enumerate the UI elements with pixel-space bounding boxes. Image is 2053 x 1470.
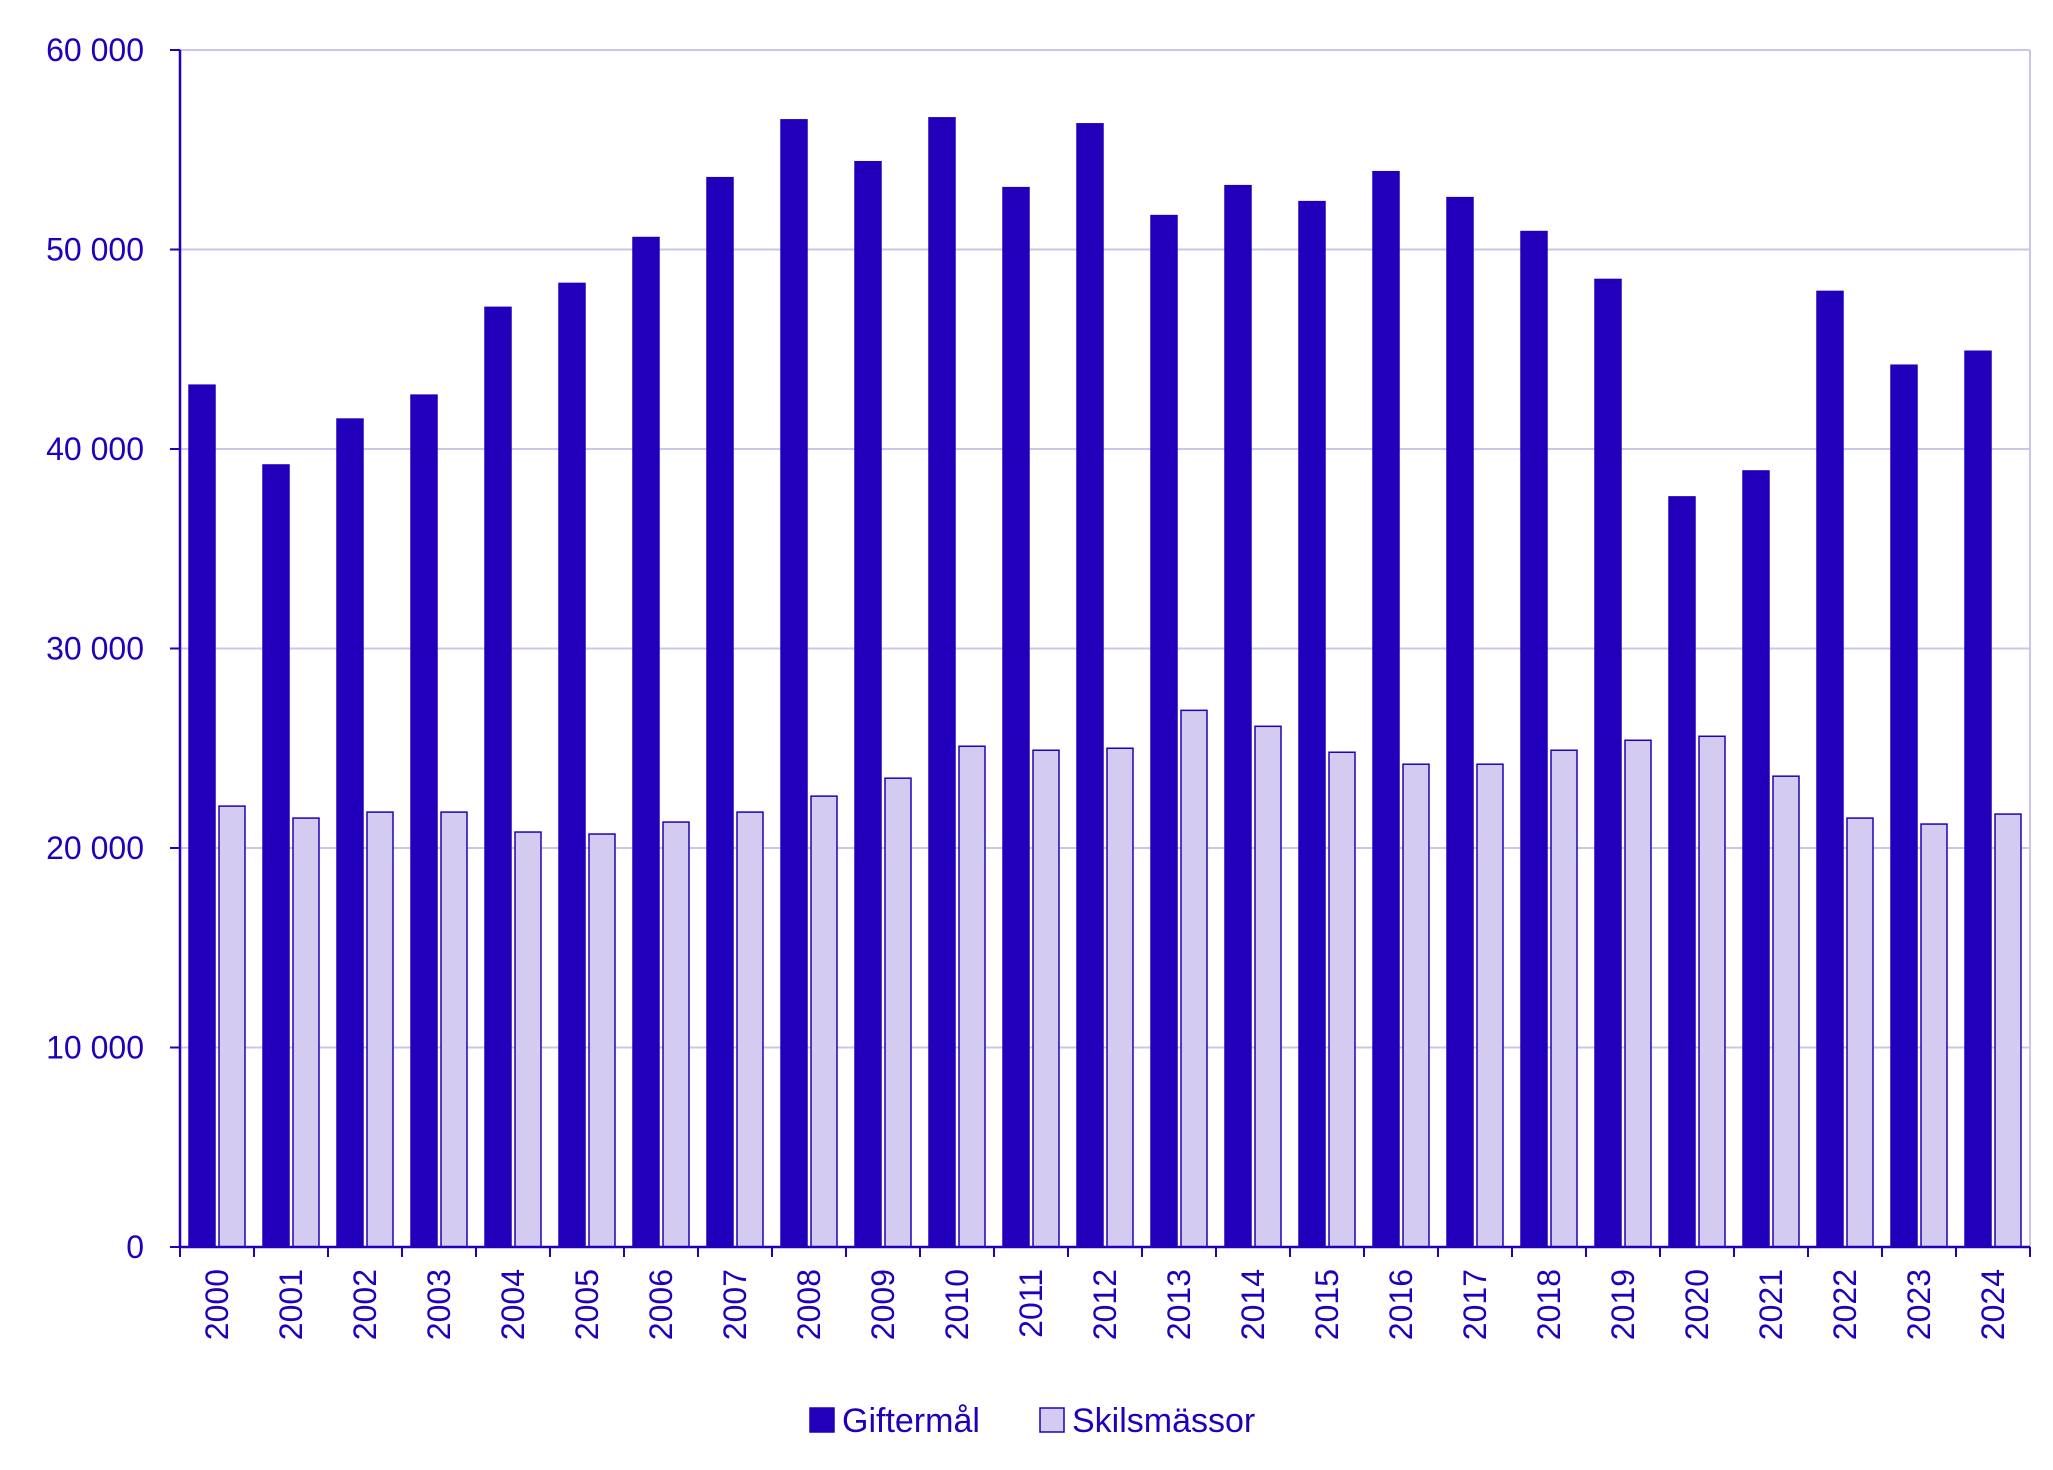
bar-giftermal [1594, 278, 1622, 1248]
bar-skilsmassor [884, 777, 912, 1248]
bar-giftermal [1224, 184, 1252, 1248]
x-tick-label: 2002 [347, 1269, 383, 1340]
legend-swatch [1039, 1407, 1065, 1433]
x-tick-label: 2014 [1235, 1269, 1271, 1340]
x-tick-label: 2006 [643, 1269, 679, 1340]
legend-label: Skilsmässor [1072, 1402, 1255, 1440]
bar-skilsmassor [1032, 749, 1060, 1248]
legend: Giftermål Skilsmässor [809, 1402, 1255, 1440]
x-tick-label: 2009 [865, 1269, 901, 1340]
bar-giftermal [1372, 170, 1400, 1248]
bar-skilsmassor [1180, 709, 1208, 1248]
bar-skilsmassor [292, 817, 320, 1248]
bar-giftermal [1298, 200, 1326, 1248]
bar-skilsmassor [1550, 749, 1578, 1248]
bar-skilsmassor [1994, 813, 2022, 1248]
bar-skilsmassor [440, 811, 468, 1248]
bars [188, 117, 2022, 1248]
bar-giftermal [780, 119, 808, 1248]
x-tick-label: 2003 [421, 1269, 457, 1340]
y-tick-label: 10 000 [46, 1030, 144, 1066]
y-tick-label: 50 000 [46, 232, 144, 268]
y-tick-label: 40 000 [46, 431, 144, 467]
bar-giftermal [1446, 196, 1474, 1248]
bar-skilsmassor [736, 811, 764, 1248]
x-tick-label: 2022 [1827, 1269, 1863, 1340]
x-tick-label: 2023 [1901, 1269, 1937, 1340]
x-tick-label: 2001 [273, 1269, 309, 1340]
bar-giftermal [1520, 230, 1548, 1248]
y-axis-ticks: 0 10 000 20 000 30 000 40 000 50 000 60 000 [46, 32, 180, 1265]
legend-label: Giftermål [842, 1402, 980, 1440]
bar-giftermal [1964, 350, 1992, 1248]
bar-skilsmassor [1920, 823, 1948, 1248]
x-tick-label: 2011 [1013, 1269, 1049, 1338]
x-tick-label: 2024 [1975, 1269, 2011, 1340]
bar-skilsmassor [1772, 775, 1800, 1248]
bar-skilsmassor [662, 821, 690, 1248]
x-tick-label: 2016 [1383, 1269, 1419, 1340]
x-tick-label: 2008 [791, 1269, 827, 1340]
bar-skilsmassor [514, 831, 542, 1248]
bar-skilsmassor [1624, 739, 1652, 1248]
bar-skilsmassor [588, 833, 616, 1248]
bar-giftermal [1816, 290, 1844, 1248]
x-tick-label: 2020 [1679, 1269, 1715, 1340]
bar-giftermal [1890, 364, 1918, 1248]
x-tick-label: 2013 [1161, 1269, 1197, 1340]
x-tick-label: 2005 [569, 1269, 605, 1340]
x-tick-label: 2015 [1309, 1269, 1345, 1340]
bar-skilsmassor [1254, 725, 1282, 1248]
bar-skilsmassor [1476, 763, 1504, 1248]
x-tick-label: 2019 [1605, 1269, 1641, 1340]
x-tick-label: 2010 [939, 1269, 975, 1340]
bar-skilsmassor [1402, 763, 1430, 1248]
bar-giftermal [410, 394, 438, 1248]
y-tick-label: 60 000 [46, 32, 144, 68]
bar-skilsmassor [1698, 735, 1726, 1248]
y-tick-label: 20 000 [46, 830, 144, 866]
bar-giftermal [1002, 186, 1030, 1248]
y-tick-label: 0 [126, 1229, 144, 1265]
bar-skilsmassor [1328, 751, 1356, 1248]
legend-swatch [809, 1407, 835, 1433]
bar-giftermal [928, 117, 956, 1248]
bar-giftermal [558, 282, 586, 1248]
bar-giftermal [1668, 496, 1696, 1248]
x-tick-label: 2004 [495, 1269, 531, 1340]
bar-skilsmassor [810, 795, 838, 1248]
bar-skilsmassor [1106, 747, 1134, 1248]
bar-giftermal [1742, 470, 1770, 1248]
x-tick-label: 2000 [199, 1269, 235, 1340]
y-tick-label: 30 000 [46, 631, 144, 667]
bar-skilsmassor [366, 811, 394, 1248]
bar-giftermal [262, 464, 290, 1248]
bar-skilsmassor [958, 745, 986, 1248]
x-tick-label: 2017 [1457, 1269, 1493, 1340]
bar-giftermal [1150, 214, 1178, 1248]
bar-skilsmassor [218, 805, 246, 1248]
bar-giftermal [706, 176, 734, 1248]
bar-giftermal [854, 160, 882, 1248]
x-tick-label: 2021 [1753, 1269, 1789, 1340]
bar-giftermal [484, 306, 512, 1248]
x-tick-label: 2007 [717, 1269, 753, 1340]
x-tick-label: 2012 [1087, 1269, 1123, 1340]
bar-giftermal [632, 236, 660, 1248]
bar-giftermal [1076, 123, 1104, 1248]
x-axis-ticks: 2000 2001 2002 2003 2004 2005 2006 2007 2008 2009… [179, 1247, 2031, 1340]
bar-giftermal [336, 418, 364, 1248]
bar-giftermal [188, 384, 216, 1248]
x-tick-label: 2018 [1531, 1269, 1567, 1340]
bar-skilsmassor [1846, 817, 1874, 1248]
